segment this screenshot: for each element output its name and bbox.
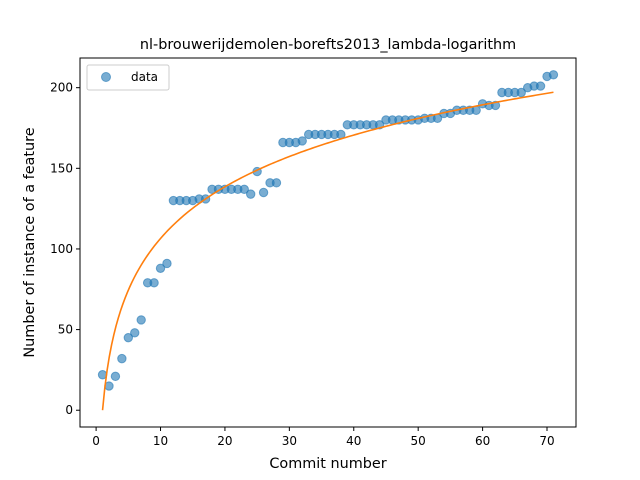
- data-point: [271, 178, 282, 188]
- x-tick-label: 10: [153, 434, 168, 448]
- x-axis-label: Commit number: [269, 456, 386, 472]
- legend-marker: [101, 72, 111, 82]
- data-point: [516, 87, 526, 98]
- data-point: [535, 81, 546, 91]
- data-point: [297, 136, 307, 146]
- x-tick-label: 70: [539, 434, 554, 448]
- data-point: [130, 328, 140, 338]
- y-tick-label: 200: [50, 81, 73, 95]
- legend-box: [86, 64, 170, 91]
- x-tick-label: 60: [475, 434, 490, 448]
- x-tick-label: 0: [92, 434, 100, 448]
- chart-title: nl-brouwerijdemolen-borefts2013_lambda-l…: [140, 37, 516, 53]
- data-point: [110, 371, 121, 382]
- data-point: [246, 189, 256, 199]
- y-tick-label: 0: [65, 403, 73, 417]
- data-point: [136, 315, 146, 325]
- y-axis-label: Number of instance of a feature: [22, 127, 38, 357]
- data-point: [548, 70, 559, 80]
- data-point: [258, 187, 269, 198]
- data-point: [239, 184, 249, 194]
- fit-line: [101, 91, 554, 411]
- plot-layer: [97, 70, 559, 411]
- x-tick-label: 50: [411, 434, 426, 448]
- ticks-layer: 0 10 20 30 40 50 60 70 0 50 100 150 200: [50, 81, 555, 448]
- y-tick-label: 100: [50, 242, 73, 256]
- x-tick-label: 40: [346, 434, 361, 448]
- data-point: [149, 278, 159, 288]
- data-point: [162, 258, 172, 269]
- data-point: [123, 332, 134, 343]
- y-tick-label: 150: [50, 161, 73, 175]
- y-tick-label: 50: [58, 323, 73, 337]
- legend-label-data: data: [131, 70, 158, 84]
- data-point: [117, 353, 127, 364]
- data-point: [155, 263, 166, 273]
- x-tick-label: 30: [282, 434, 297, 448]
- x-tick-label: 20: [217, 434, 232, 448]
- plot-frame: [79, 57, 577, 428]
- legend: data: [86, 64, 170, 91]
